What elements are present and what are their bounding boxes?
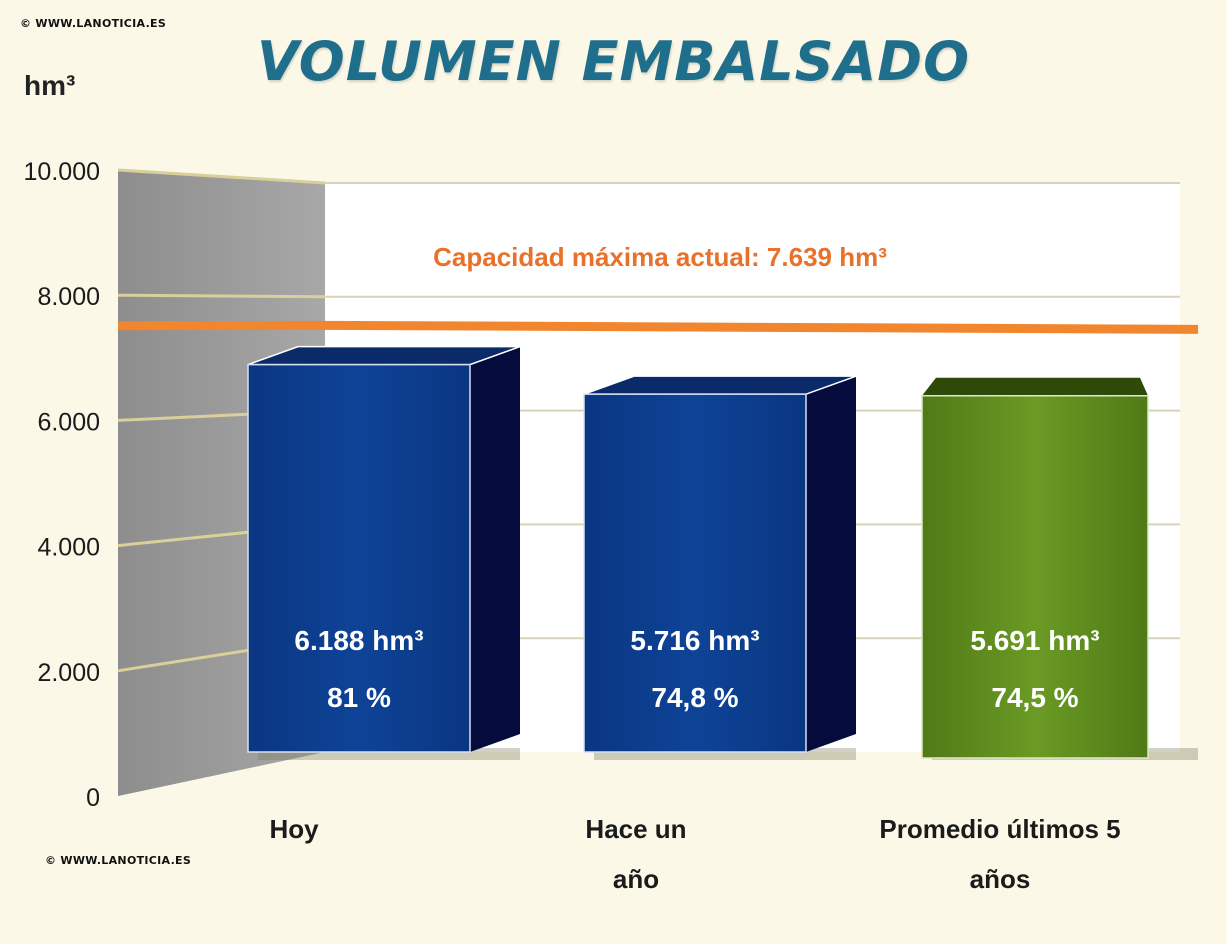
bar-value-label-0: 6.188 hm³	[294, 625, 423, 656]
y-tick-label-5: 10.000	[24, 158, 100, 186]
bar-percent-label-2: 74,5 %	[991, 682, 1078, 713]
bar-percent-label-0: 81 %	[327, 682, 391, 713]
y-tick-label-0: 0	[86, 784, 100, 812]
gridline-wall-5	[117, 168, 326, 185]
category-label-line-1-1: año	[613, 864, 659, 894]
bar-front-2	[921, 394, 1149, 759]
y-tick-label-1: 2.000	[37, 659, 100, 687]
bar-top-1	[583, 375, 857, 395]
bar-front-0	[247, 363, 471, 753]
gridline-wall-4	[117, 293, 326, 299]
bar-2: 5.691 hm³ 74,5 %	[921, 377, 1198, 760]
bar-top-2	[922, 377, 1148, 396]
bar-percent-label-1: 74,8 %	[651, 682, 738, 713]
category-label-2: Promedio últimos 5 años	[879, 814, 1120, 894]
category-label-line-2-0: Promedio últimos 5	[879, 814, 1120, 844]
y-tick-label-3: 6.000	[37, 408, 100, 436]
bar-1: 5.716 hm³ 74,8 %	[583, 375, 857, 760]
bar-0: 6.188 hm³ 81 %	[247, 345, 521, 760]
category-label-line-1-0: Hace un	[585, 814, 686, 844]
bar-side-0	[470, 346, 520, 752]
bar-value-label-2: 5.691 hm³	[970, 625, 1099, 656]
category-label-line-0-0: Hoy	[269, 814, 319, 844]
watermark-top: © WWW.LANOTICIA.ES	[20, 17, 167, 30]
y-tick-label-2: 4.000	[37, 534, 100, 562]
bar-front-1	[583, 393, 807, 753]
y-axis-unit: hm³	[24, 70, 76, 101]
category-label-0: Hoy	[269, 814, 319, 844]
reference-line	[117, 320, 1199, 334]
bar-top-0	[247, 345, 521, 366]
watermark-bottom: © WWW.LANOTICIA.ES	[45, 854, 192, 867]
category-label-1: Hace un año	[585, 814, 686, 894]
y-tick-label-4: 8.000	[37, 283, 100, 311]
reference-line-label: Capacidad máxima actual: 7.639 hm³	[433, 242, 887, 272]
bar-side-1	[806, 376, 856, 752]
category-label-line-2-1: años	[970, 864, 1031, 894]
bar-value-label-1: 5.716 hm³	[630, 625, 759, 656]
chart-title: VOLUMEN EMBALSADO	[256, 30, 971, 93]
